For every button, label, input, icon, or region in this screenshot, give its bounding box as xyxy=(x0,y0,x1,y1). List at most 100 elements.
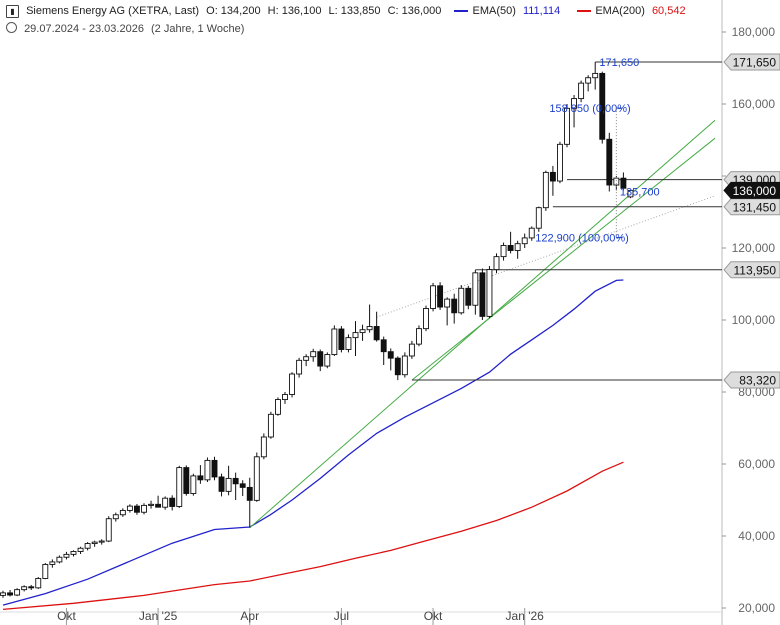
candle-up[interactable] xyxy=(493,256,500,271)
chart-type-icon[interactable]: ▮ xyxy=(6,5,19,18)
candle-up[interactable] xyxy=(472,272,479,306)
candle-up[interactable] xyxy=(592,72,599,79)
candle-up[interactable] xyxy=(430,285,436,309)
candle-up[interactable] xyxy=(91,541,98,545)
candle-down[interactable] xyxy=(169,497,176,507)
candle-up[interactable] xyxy=(331,328,338,356)
candle-up[interactable] xyxy=(521,237,528,245)
candle-down[interactable] xyxy=(479,272,486,317)
candle-down[interactable] xyxy=(465,287,472,306)
ema50-legend[interactable]: EMA(50) 111,114 xyxy=(448,5,564,17)
candle-up[interactable] xyxy=(458,287,465,314)
candle-down[interactable] xyxy=(7,592,14,596)
candle-up[interactable] xyxy=(486,269,493,317)
candle-up[interactable] xyxy=(542,171,549,209)
candle-down[interactable] xyxy=(507,245,514,251)
candle-down[interactable] xyxy=(606,138,613,186)
candle-down[interactable] xyxy=(211,459,218,478)
candle-up[interactable] xyxy=(564,107,570,145)
candle-up[interactable] xyxy=(49,561,56,565)
candle-down[interactable] xyxy=(183,467,190,494)
candle-up[interactable] xyxy=(253,456,260,501)
candle-up[interactable] xyxy=(535,207,542,229)
candle-up[interactable] xyxy=(126,505,133,511)
candle-down[interactable] xyxy=(549,171,556,182)
level-price-label: 131,450 xyxy=(733,200,777,214)
candle-up[interactable] xyxy=(42,563,49,579)
ema50-line xyxy=(2,279,624,606)
candle-up[interactable] xyxy=(63,553,70,558)
candle-up[interactable] xyxy=(176,467,183,507)
candle-up[interactable] xyxy=(225,477,232,492)
candle-up[interactable] xyxy=(578,82,585,100)
candle-down[interactable] xyxy=(28,586,35,589)
candle-down[interactable] xyxy=(620,177,627,189)
candle-up[interactable] xyxy=(14,589,21,596)
candle-up[interactable] xyxy=(585,77,592,84)
candle-up[interactable] xyxy=(500,245,507,258)
candle-down[interactable] xyxy=(197,475,204,481)
candle-up[interactable] xyxy=(627,189,634,198)
candle-up[interactable] xyxy=(21,586,28,591)
candle-down[interactable] xyxy=(317,351,324,367)
candle-down[interactable] xyxy=(599,72,606,140)
candle-up[interactable] xyxy=(267,413,274,438)
candle-up[interactable] xyxy=(260,436,267,458)
candle-up[interactable] xyxy=(98,540,105,543)
candle-up[interactable] xyxy=(204,459,211,481)
candle-down[interactable] xyxy=(451,298,458,314)
candle-down[interactable] xyxy=(394,357,401,376)
candle-down[interactable] xyxy=(218,476,225,492)
candle-up[interactable] xyxy=(105,518,112,542)
candle-up[interactable] xyxy=(359,329,366,334)
ema50-legend-label: EMA(50) xyxy=(472,5,516,17)
candle-up[interactable] xyxy=(162,497,169,508)
candle-up[interactable] xyxy=(296,359,303,375)
candle-up[interactable] xyxy=(119,509,126,516)
candle-down[interactable] xyxy=(133,505,140,513)
candle-up[interactable] xyxy=(408,343,415,357)
candle-up[interactable] xyxy=(0,592,6,596)
candle-up[interactable] xyxy=(352,332,359,339)
candle-down[interactable] xyxy=(155,503,162,508)
candle-up[interactable] xyxy=(366,326,373,331)
candle-up[interactable] xyxy=(444,298,451,308)
candle-up[interactable] xyxy=(35,578,42,589)
candle-up[interactable] xyxy=(571,98,577,109)
candle-up[interactable] xyxy=(423,308,429,330)
candle-up[interactable] xyxy=(310,351,317,358)
candle-down[interactable] xyxy=(380,339,387,353)
candle-up[interactable] xyxy=(282,394,288,401)
candlesticks[interactable] xyxy=(0,62,634,598)
candle-up[interactable] xyxy=(514,243,521,251)
ema200-legend[interactable]: EMA(200) 60,542 xyxy=(571,5,689,17)
candle-up[interactable] xyxy=(528,227,535,239)
fib-label: 122,900 (100,00%) xyxy=(535,233,629,245)
candle-up[interactable] xyxy=(303,356,310,361)
candle-up[interactable] xyxy=(324,354,331,367)
candle-up[interactable] xyxy=(112,514,119,520)
candle-up[interactable] xyxy=(613,177,620,186)
candle-up[interactable] xyxy=(289,373,295,395)
candle-down[interactable] xyxy=(232,477,239,485)
candle-up[interactable] xyxy=(275,399,281,415)
candle-up[interactable] xyxy=(84,543,91,549)
candle-up[interactable] xyxy=(56,556,63,563)
candle-up[interactable] xyxy=(141,504,147,513)
candle-down[interactable] xyxy=(437,285,444,308)
candle-down[interactable] xyxy=(387,351,394,359)
candle-up[interactable] xyxy=(416,328,422,345)
candle-down[interactable] xyxy=(338,328,345,350)
candle-down[interactable] xyxy=(239,483,246,488)
candle-up[interactable] xyxy=(401,355,408,376)
candle-up[interactable] xyxy=(345,337,352,350)
x-tick-label: Jul xyxy=(334,609,349,623)
candle-up[interactable] xyxy=(148,503,155,506)
candle-up[interactable] xyxy=(70,551,77,555)
candle-up[interactable] xyxy=(77,547,84,552)
candle-up[interactable] xyxy=(190,475,197,494)
candle-up[interactable] xyxy=(557,143,563,182)
candle-down[interactable] xyxy=(246,486,253,501)
candle-down[interactable] xyxy=(373,326,380,341)
